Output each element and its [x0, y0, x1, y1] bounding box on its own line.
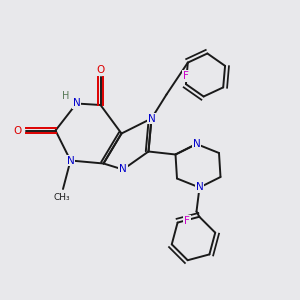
- Text: N: N: [119, 164, 127, 175]
- Text: O: O: [14, 125, 22, 136]
- Text: N: N: [67, 155, 74, 166]
- Text: N: N: [73, 98, 80, 109]
- Text: CH₃: CH₃: [53, 193, 70, 202]
- Text: N: N: [196, 182, 203, 193]
- Text: F: F: [184, 216, 190, 226]
- Text: H: H: [62, 91, 70, 101]
- Text: N: N: [148, 113, 155, 124]
- Text: F: F: [183, 71, 189, 81]
- Text: O: O: [96, 65, 105, 75]
- Text: N: N: [193, 139, 200, 149]
